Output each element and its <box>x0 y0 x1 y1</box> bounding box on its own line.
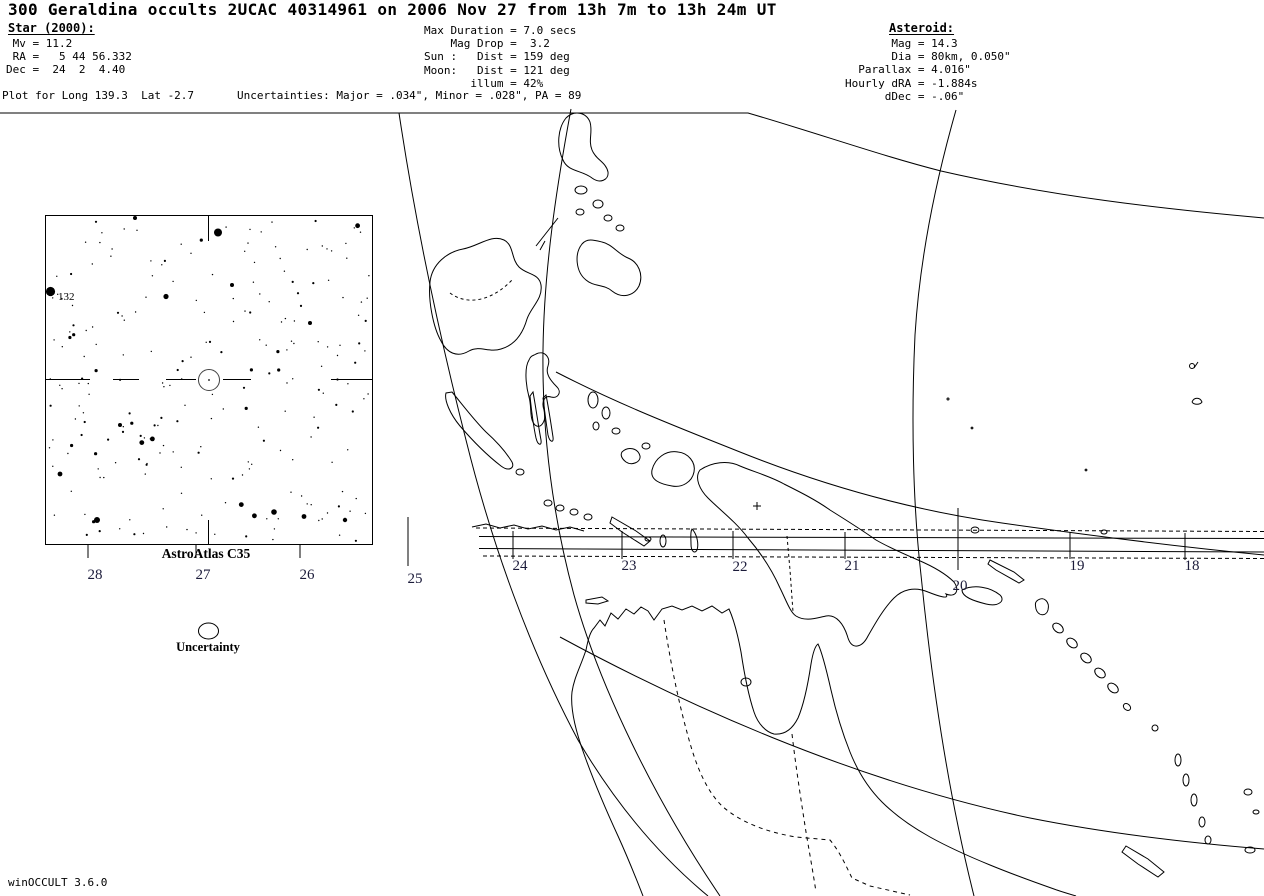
path-south-limit-line <box>478 548 1264 553</box>
tick-label-21: 21 <box>845 558 860 574</box>
atlas-label: AstroAtlas C35 <box>162 546 251 561</box>
minute-tick-marks <box>87 508 1186 570</box>
target-crosshair <box>46 216 372 544</box>
uncertainty-legend: Uncertainty <box>176 622 241 654</box>
path-south-uncertainty-line <box>482 555 1264 559</box>
finder-chart-starfield <box>45 216 370 542</box>
header-separator-and-limit-curve <box>0 112 1264 219</box>
asteroid-details: Mag = 14.3 Dia = 80km, 0.050" Parallax =… <box>845 37 1011 103</box>
star-section-heading: Star (2000): <box>8 21 95 35</box>
finder-chart: 132 AstroAtlas C35 <box>45 215 373 561</box>
star-details: Mv = 11.2 RA = 5 44 56.332 Dec = 24 2 4.… <box>6 37 132 77</box>
tick-label-18: 18 <box>1185 558 1200 574</box>
occultation-path <box>87 502 1264 570</box>
path-north-uncertainty-line <box>475 527 1264 532</box>
coastlines <box>429 112 1260 896</box>
closest-approach-marker <box>753 502 761 510</box>
limit-curves <box>398 108 1264 896</box>
tick-label-25: 25 <box>408 571 423 587</box>
tick-label-19: 19 <box>1070 558 1085 574</box>
tick-label-23: 23 <box>622 558 637 574</box>
tick-label-26: 26 <box>300 567 316 583</box>
asteroid-section-heading: Asteroid: <box>889 21 955 35</box>
page-title: 300 Geraldina occults 2UCAC 40314961 on … <box>8 0 777 19</box>
tick-label-27: 27 <box>196 567 212 583</box>
uncertainty-ellipse-symbol <box>198 622 219 640</box>
uncertainties-info: Uncertainties: Major = .034", Minor = .0… <box>237 89 582 102</box>
bright-star-label: 132 <box>58 291 75 303</box>
path-north-limit-line <box>478 536 1264 539</box>
tick-label-20: 20 <box>953 578 968 594</box>
plot-location-info: Plot for Long 139.3 Lat -2.7 <box>2 89 195 102</box>
tick-label-24: 24 <box>513 558 529 574</box>
tick-label-28: 28 <box>88 567 103 583</box>
uncertainty-legend-label: Uncertainty <box>176 640 241 654</box>
tick-label-22: 22 <box>733 559 748 575</box>
minute-tick-labels: 28 27 26 25 24 23 22 21 20 19 18 <box>88 558 1200 594</box>
app-version: winOCCULT 3.6.0 <box>8 876 108 889</box>
event-details: Max Duration = 7.0 secs Mag Drop = 3.2 S… <box>424 24 577 90</box>
